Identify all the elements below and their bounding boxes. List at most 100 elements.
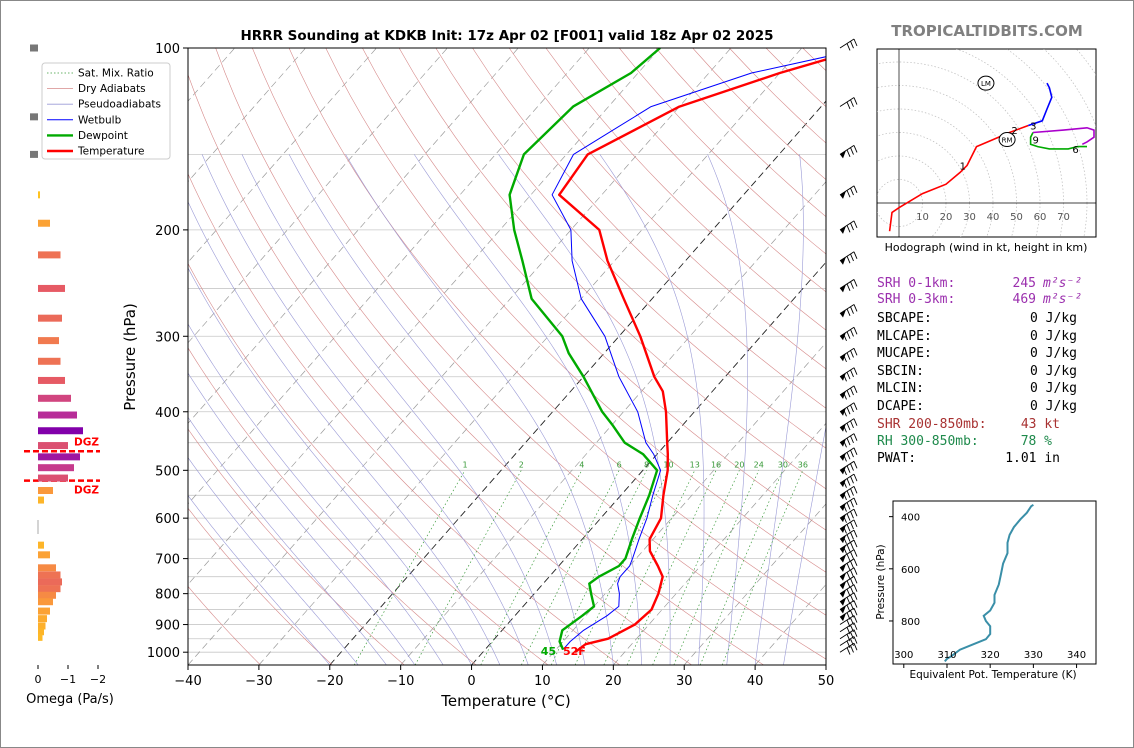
theta-e-x-tick-label: 300	[894, 650, 913, 661]
dry-adiabat	[325, 48, 826, 573]
omega-bar	[38, 585, 61, 593]
hodograph-height-label: 6	[1072, 145, 1078, 156]
y-tick-label: 600	[155, 512, 180, 527]
wind-barb	[839, 433, 858, 448]
hodograph-height-label: 9	[1032, 136, 1038, 147]
srh01-unit: m²s⁻²	[1042, 276, 1082, 291]
omega-tick-label: 0	[35, 673, 42, 686]
omega-bar	[38, 633, 43, 641]
omega-bar	[38, 487, 53, 495]
dry-adiabat	[398, 48, 826, 490]
omega-bar	[30, 113, 38, 121]
y-tick-label: 300	[155, 330, 180, 345]
moist-adiabat	[188, 416, 387, 665]
chart-title: HRRR Sounding at KDKB Init: 17z Apr 02 […	[240, 28, 773, 44]
srh03-value: 469	[1013, 292, 1036, 307]
sbcin-label: SBCIN:	[877, 364, 924, 379]
x-tick-label: 50	[818, 674, 835, 689]
omega-bar	[38, 598, 53, 606]
wind-barb	[839, 97, 858, 110]
mixing-ratio-label: 1	[462, 460, 467, 469]
omega-bar	[38, 453, 80, 461]
dry-adiabat	[545, 48, 826, 331]
dry-adiabat	[188, 173, 621, 665]
hodograph-ring-label: 20	[940, 212, 953, 223]
dry-adiabat	[215, 48, 764, 665]
wind-barb	[839, 367, 858, 382]
brand-watermark: TROPICALTIDBITS.COM	[891, 22, 1083, 40]
omega-bar	[38, 591, 56, 599]
isotherm-line	[613, 422, 826, 665]
moist-adiabat	[201, 154, 529, 665]
x-tick-label: 40	[747, 674, 764, 689]
skewt-background-lines	[188, 48, 826, 665]
hodograph-trace	[1032, 126, 1095, 146]
hodograph-trace	[1028, 82, 1053, 127]
surface-dewpoint-label: 45	[541, 645, 556, 658]
moist-adiabat	[188, 201, 501, 665]
isotherm-line	[329, 100, 826, 665]
wind-barb	[839, 575, 858, 590]
dry-adiabat	[252, 48, 826, 660]
theta-e-y-tick-label: 800	[901, 617, 920, 628]
wind-barb	[839, 636, 858, 649]
x-tick-label: −30	[245, 674, 272, 689]
hodograph-marker	[998, 132, 1016, 148]
omega-bar	[38, 578, 62, 586]
hodograph-height-label: 1	[960, 161, 966, 172]
dry-adiabat	[472, 48, 826, 409]
omega-bar	[38, 474, 68, 482]
dgz-label: DGZ	[74, 485, 99, 497]
isotherm-line	[400, 181, 826, 665]
isotherm-line	[188, 48, 306, 183]
omega-bar	[38, 427, 83, 435]
mixing-ratio-line	[699, 470, 784, 665]
hodograph-marker-label: RM	[1002, 137, 1013, 145]
mixing-ratio-label: 30	[778, 460, 788, 469]
mixing-ratio-line	[721, 470, 804, 665]
wind-barb	[839, 185, 858, 199]
dgz-label: DGZ	[74, 436, 99, 448]
legend-label: Sat. Mix. Ratio	[78, 68, 154, 80]
omega-bar	[38, 571, 61, 579]
theta-e-frame	[892, 500, 1097, 665]
moist-adiabat	[241, 154, 557, 665]
omega-bar	[38, 219, 50, 227]
omega-bar	[30, 150, 38, 158]
theta-e-line	[944, 504, 1034, 663]
wind-barb	[839, 558, 858, 572]
isotherm-line	[188, 48, 377, 263]
srh03-unit: m²s⁻²	[1042, 292, 1082, 307]
wind-barb	[839, 567, 858, 581]
hodograph-ring-label: 30	[963, 212, 976, 223]
moist-adiabat	[754, 154, 804, 665]
omega-bar	[38, 551, 50, 559]
theta-e-x-tick-label: 310	[937, 650, 956, 661]
srh03-label: SRH 0-3km:	[877, 292, 955, 307]
y-tick-label: 100	[155, 42, 180, 57]
legend-label: Dewpoint	[78, 130, 128, 142]
omega-panel: 0 −1 −2	[30, 44, 106, 686]
wind-barb	[839, 251, 858, 265]
dry-adiabat	[188, 428, 405, 665]
sbcin-value: 0 J/kg	[1030, 364, 1077, 379]
mixing-ratio-line	[550, 470, 647, 665]
dry-adiabat	[508, 48, 826, 370]
omega-bar	[38, 622, 46, 630]
legend-label: Dry Adiabats	[78, 83, 146, 95]
theta-e-x-tick-label: 330	[1024, 650, 1043, 661]
omega-bar	[38, 628, 44, 636]
mixing-ratio-label: 6	[617, 460, 622, 469]
dry-adiabat	[188, 262, 549, 665]
wind-barb	[839, 529, 858, 544]
profile-wetbulb	[551, 56, 826, 650]
wind-barbs	[839, 38, 858, 655]
y-tick-label: 800	[155, 588, 180, 603]
legend-label: Wetbulb	[78, 114, 122, 126]
x-tick-label: −10	[387, 674, 414, 689]
mixing-ratio-line	[673, 470, 760, 665]
x-axis-label: Temperature (°C)	[440, 692, 570, 710]
shr-value: 43 kt	[1021, 417, 1060, 432]
hodograph-height-label: 2	[1011, 126, 1017, 137]
